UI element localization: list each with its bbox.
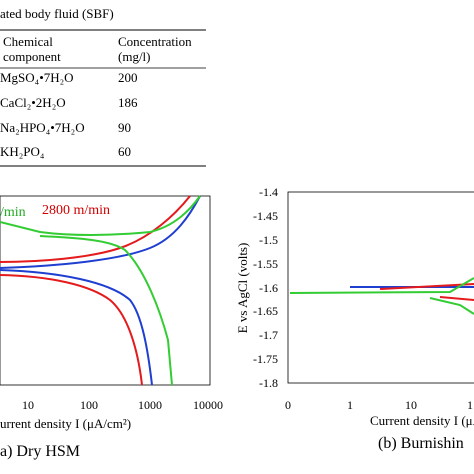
x-tick-label: 10 bbox=[22, 398, 34, 412]
table-cell: 90 bbox=[118, 120, 131, 135]
y-tick-label: -1.6 bbox=[259, 281, 278, 295]
table-cell: 186 bbox=[118, 95, 138, 110]
curve bbox=[379, 283, 474, 290]
y-tick-label: -1.4 bbox=[259, 185, 278, 199]
table-header: (mg/l) bbox=[118, 49, 151, 64]
annotation: 2800 m/min bbox=[42, 203, 110, 218]
y-tick-label: -1.5 bbox=[259, 233, 278, 247]
table-cell: KH₂PO₄ bbox=[0, 144, 45, 159]
table-cell: CaCl₂•2H₂O bbox=[0, 95, 66, 110]
curve bbox=[39, 235, 173, 386]
x-tick-label: 1 bbox=[467, 398, 473, 412]
x-tick-label: 10 bbox=[405, 398, 417, 412]
figure-caption: a) Dry HSM bbox=[0, 443, 80, 460]
figure-caption: (b) Burnishin bbox=[378, 435, 464, 452]
y-tick-label: -1.55 bbox=[253, 257, 278, 271]
curve bbox=[439, 296, 474, 301]
y-tick-label: -1.7 bbox=[259, 328, 278, 342]
x-tick-label: 1000 bbox=[138, 398, 162, 412]
table-header: Concentration bbox=[118, 34, 192, 49]
table-caption: ated body fluid (SBF) bbox=[0, 6, 114, 21]
curve bbox=[429, 297, 474, 315]
curve bbox=[0, 195, 201, 269]
table-cell: Na₂HPO₄•7H₂O bbox=[0, 120, 85, 135]
curve bbox=[0, 274, 143, 386]
curve bbox=[0, 269, 153, 386]
x-tick-label: 0 bbox=[285, 398, 291, 412]
y-tick-label: -1.8 bbox=[259, 376, 278, 390]
x-tick-label: 10000 bbox=[193, 398, 223, 412]
y-tick-label: -1.75 bbox=[253, 352, 278, 366]
x-tick-label: 100 bbox=[80, 398, 98, 412]
table-header: component bbox=[3, 49, 61, 64]
x-axis-label: Current density I (μA/cm²) bbox=[370, 413, 474, 428]
table-cell: 200 bbox=[118, 70, 138, 85]
y-tick-label: -1.65 bbox=[253, 304, 278, 318]
curve bbox=[289, 277, 474, 294]
x-axis-label: urrent density I (μA/cm²) bbox=[0, 416, 131, 431]
y-tick-label: -1.45 bbox=[253, 209, 278, 223]
table-cell: 60 bbox=[118, 144, 131, 159]
curve bbox=[0, 195, 201, 236]
y-ticks: -1.4 -1.45 -1.5 -1.55 -1.6 -1.65 -1.7 -1… bbox=[253, 185, 278, 390]
table-header: Chemical bbox=[3, 34, 53, 49]
plot-frame bbox=[287, 191, 474, 384]
y-axis-label: E vs AgCl (volts) bbox=[235, 243, 250, 334]
plot-frame bbox=[0, 195, 211, 386]
x-tick-label: 1 bbox=[347, 398, 353, 412]
table-cell: MgSO₄•7H₂O bbox=[0, 70, 74, 85]
annotation: /min bbox=[0, 205, 26, 220]
